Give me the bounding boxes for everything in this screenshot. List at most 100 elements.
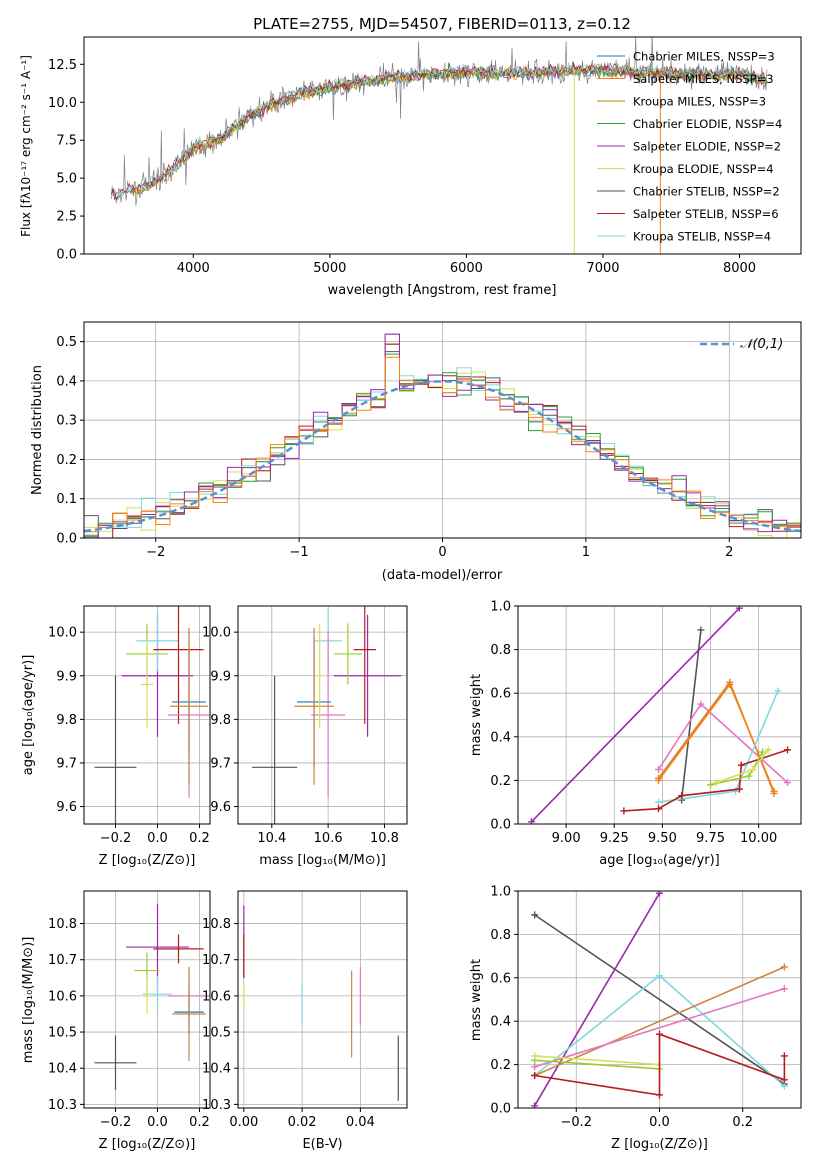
y-tick-label: 5.0 [56,172,77,187]
model-spectrum-line [111,62,768,197]
y-tick-label: 9.6 [210,800,231,815]
weight-marker [656,972,663,980]
y-tick-label: 10.6 [48,989,77,1004]
y-tick-label: 10.4 [48,1062,77,1077]
x-tick-label: 0.00 [229,1115,258,1130]
weight-marker [620,807,628,815]
weight-marker [531,1102,539,1108]
mass_vs_ebv-grid [238,891,407,1108]
weight_vs_age-xlabel: age [log₁₀(age/yr)] [599,853,720,868]
residual-xlabel: (data-model)/error [382,568,503,583]
weight-marker [656,1030,663,1038]
y-tick-label: 0.4 [56,374,77,389]
weight-marker [726,680,734,688]
y-tick-label: 0.0 [490,818,511,833]
residual-legend: 𝒩(0,1) [700,337,783,352]
residual-axes: −2 −1 0 1 2 0.0 0.1 0.2 0.3 0.4 0.5 [56,335,733,560]
weight-line [534,1059,660,1070]
y-tick-label: 10.3 [202,1098,231,1113]
y-tick-label: 10.5 [202,1026,231,1041]
weight-marker [735,606,743,612]
weight-marker [712,779,720,787]
weight-line [533,892,661,1107]
weight-marker [745,772,753,780]
x-tick-label: −0.2 [100,1115,132,1130]
weight-marker [531,1063,539,1071]
weight-line [530,607,740,823]
weight_vs_age-panel: 9.00 9.25 9.50 9.75 10.00 0.0 0.2 0.4 0.6 0.8 1.0 a… [469,600,802,868]
weight_vs_Z-xlabel: Z [log₁₀(Z/Z⊙)] [611,1137,708,1152]
y-tick-label: 0.2 [490,1058,511,1073]
residual-histogram-line [84,353,801,536]
age_vs_mass-panel: 10.4 10.6 10.8 9.6 9.7 9.8 9.9 10.0 mass [log₁₀(… [202,605,408,868]
y-tick-label: 2.5 [56,210,77,225]
y-tick-label: 9.7 [210,756,231,771]
weight-marker [697,626,705,634]
y-tick-label: 0.0 [56,532,77,547]
weight-line [534,966,785,1077]
y-tick-label: 0.8 [490,928,511,943]
weight-marker [655,766,663,773]
mass_vs_Z-axes: −0.2 0.0 0.2 10.3 10.4 10.5 10.6 10.7 10.8 [48,917,210,1130]
residual-ylabel: Normed distribution [30,365,45,495]
y-tick-label: 10.6 [202,989,231,1004]
x-tick-label: 0.2 [732,1115,753,1130]
weight-marker [655,805,663,813]
weight_vs_Z-panel: −0.2 0.0 0.2 0.0 0.2 0.4 0.6 0.8 1.0 Z [log₁₀(Z/Z… [469,885,802,1152]
age_vs_mass-axes: 10.4 10.6 10.8 9.6 9.7 9.8 9.9 10.0 [202,626,399,846]
x-tick-label: 10.6 [314,831,343,846]
x-tick-label: 10.4 [257,831,286,846]
y-tick-label: 0.6 [490,971,511,986]
weight_vs_age-marks [527,606,792,824]
legend-label: Salpeter MILES, NSSP=3 [633,72,774,86]
y-tick-label: 0.0 [56,248,77,263]
x-tick-label: 0 [438,545,446,560]
mass_vs_ebv-xlabel: E(B-V) [302,1137,342,1152]
legend-label: Kroupa ELODIE, NSSP=4 [633,162,774,176]
mass_vs_ebv-panel: 0.00 0.02 0.04 10.3 10.4 10.5 10.6 10.7 10.8 E(B-… [202,890,408,1152]
spectrum-legend: Chabrier MILES, NSSP=3 Salpeter MILES, NS… [597,50,782,244]
mass_vs_Z-panel: −0.2 0.0 0.2 10.3 10.4 10.5 10.6 10.7 10.8 Z [log… [21,890,211,1152]
weight-marker [780,1052,788,1060]
mass_vs_Z-xlabel: Z [log₁₀(Z/Z⊙)] [99,1137,196,1152]
y-tick-label: 0.8 [490,643,511,658]
y-tick-label: 0.2 [490,774,511,789]
weight-marker [749,766,757,773]
y-tick-label: 10.3 [48,1098,77,1113]
legend-label: Salpeter STELIB, NSSP=6 [633,207,779,221]
spectrum-ylabel: Flux [fλ10⁻¹⁷ erg cm⁻² s⁻¹ A⁻¹] [19,55,33,237]
weight-marker [780,985,788,993]
parameter-panels: −0.2 0.0 0.2 9.6 9.7 9.8 9.9 10.0 Z [log₁₀(Z/Z⊙)… [21,600,802,1152]
age_vs_Z-frame [83,605,211,825]
y-tick-label: 12.5 [48,58,77,73]
y-tick-label: 10.0 [202,626,231,641]
gaussian-curve [84,380,801,533]
weight-line [623,749,788,812]
residual-histograms [84,333,801,538]
x-tick-label: 0.0 [147,831,168,846]
y-tick-label: 10.7 [202,953,231,968]
residual-histogram-line [84,356,801,533]
age_vs_Z-ylabel: age [log₁₀(age/yr)] [21,655,36,776]
y-tick-label: 9.9 [210,669,231,684]
weight-marker [531,1071,539,1079]
x-tick-label: 7000 [586,261,619,276]
legend-gaussian-label: 𝒩(0,1) [740,337,783,352]
x-tick-label: 8000 [723,261,756,276]
weight-marker [531,911,539,919]
mass_vs_Z-ylabel: mass [log₁₀(M/M⊙)] [21,937,36,1064]
x-tick-label: −2 [146,545,165,560]
legend-label: Kroupa MILES, NSSP=3 [633,95,766,109]
weight_vs_Z-ylabel: mass weight [469,959,484,1041]
y-tick-label: 0.1 [56,492,77,507]
legend-label: Chabrier MILES, NSSP=3 [633,50,775,64]
y-tick-label: 1.0 [490,885,511,900]
weight-marker [784,746,792,754]
weight-marker [774,687,782,695]
y-tick-label: 9.6 [56,800,77,815]
weight-marker [784,779,792,787]
x-tick-label: −0.2 [560,1115,592,1130]
x-tick-label: 0.02 [288,1115,317,1130]
weight-marker [656,891,663,897]
